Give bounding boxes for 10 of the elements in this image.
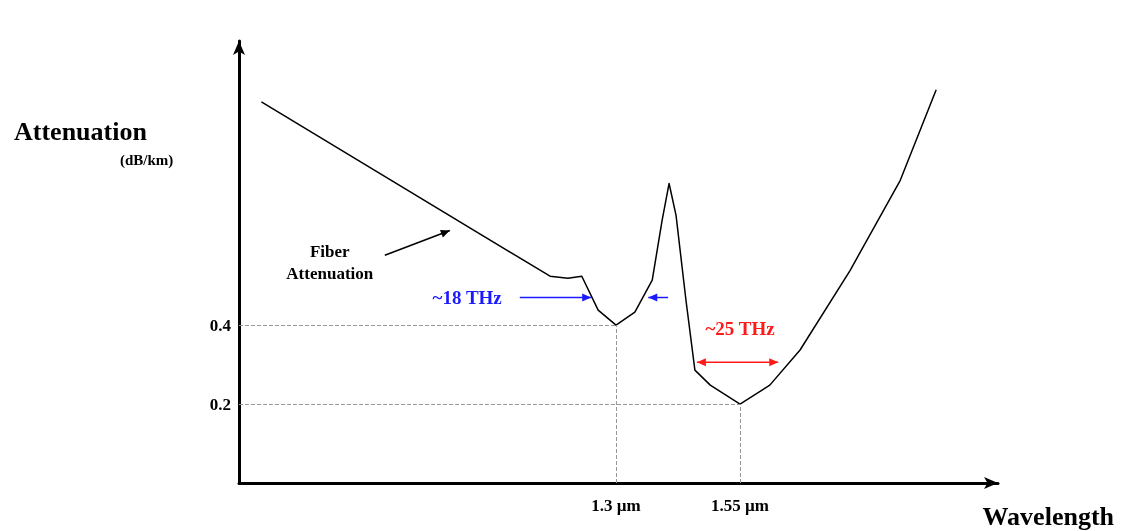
- x-axis-title: Wavelength: [982, 501, 1115, 531]
- y-tick-label: 0.4: [209, 315, 232, 335]
- annotation: Fiber Attenuation: [286, 241, 374, 283]
- x-tick-label: 1.55 µm: [711, 496, 770, 515]
- annotation: ~25 THz: [705, 317, 776, 339]
- y-axis-title: Attenuation (dB/km): [14, 116, 174, 169]
- annotation: ~18 THz: [432, 287, 503, 309]
- y-tick-label: 0.2: [209, 394, 231, 414]
- line-series: [261, 89, 937, 405]
- x-tick-label: 1.3 µm: [591, 496, 641, 515]
